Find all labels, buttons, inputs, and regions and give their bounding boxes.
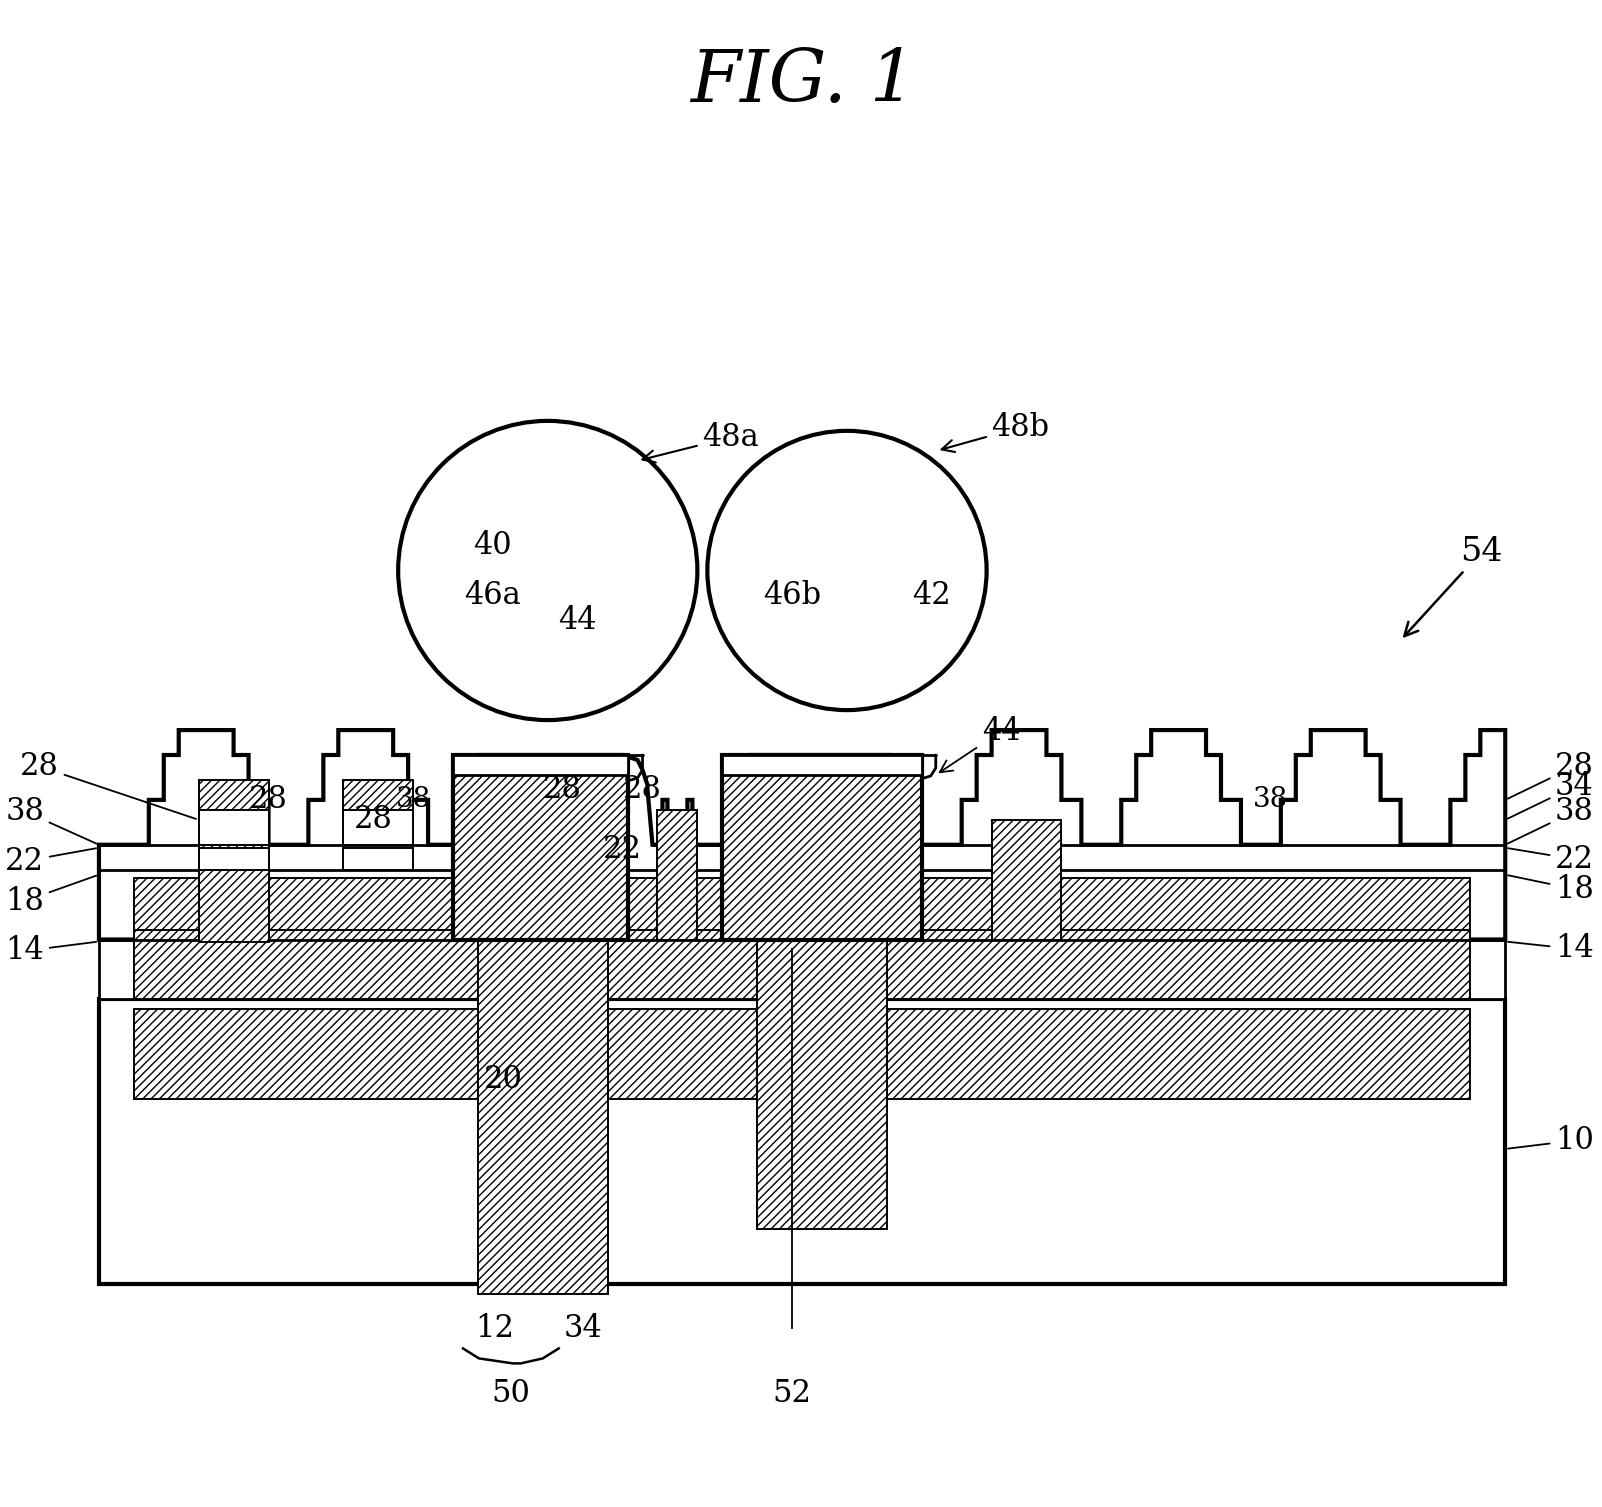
Text: 48b: 48b (942, 411, 1049, 452)
Bar (723, 755, 921, 939)
Text: 46a: 46a (465, 580, 521, 610)
Text: 42: 42 (913, 580, 952, 610)
Text: 28: 28 (543, 775, 582, 805)
Text: 18: 18 (5, 876, 96, 916)
Text: 54: 54 (1405, 535, 1503, 636)
Circle shape (708, 431, 987, 710)
Text: 14: 14 (5, 936, 96, 966)
Bar (657, 809, 697, 939)
Text: 18: 18 (1507, 874, 1594, 904)
Bar (199, 781, 269, 939)
Bar (723, 755, 921, 775)
Text: 22: 22 (1507, 844, 1594, 874)
Text: 20: 20 (484, 1064, 522, 1094)
Text: 22: 22 (602, 835, 642, 865)
Text: 38: 38 (396, 787, 431, 814)
Text: 48a: 48a (642, 422, 759, 463)
Text: 34: 34 (1507, 772, 1594, 818)
Circle shape (399, 420, 697, 720)
Text: 44: 44 (559, 604, 598, 636)
Text: 14: 14 (1507, 933, 1594, 964)
Text: 38: 38 (1507, 796, 1594, 844)
Bar (99, 401, 1506, 999)
Text: 44: 44 (940, 716, 1020, 772)
Text: 28: 28 (1507, 750, 1594, 799)
Bar (135, 1010, 1471, 1099)
Bar (135, 877, 1471, 930)
Text: 50: 50 (492, 1377, 530, 1409)
Text: 22: 22 (5, 845, 96, 877)
Bar (343, 809, 413, 845)
Text: 28: 28 (248, 784, 288, 815)
Text: 28: 28 (623, 775, 662, 805)
Text: 40: 40 (474, 530, 513, 561)
Text: 46b: 46b (763, 580, 822, 610)
Bar (343, 848, 413, 870)
Text: 52: 52 (772, 1377, 812, 1409)
Text: 28: 28 (21, 750, 195, 818)
Text: FIG. 1: FIG. 1 (690, 47, 916, 118)
Bar (477, 939, 607, 1293)
Bar (199, 848, 269, 870)
Text: 12: 12 (476, 1313, 514, 1344)
Text: 34: 34 (564, 1313, 602, 1344)
Bar (758, 939, 888, 1228)
Bar (453, 755, 628, 939)
Bar (99, 870, 1506, 939)
Bar (199, 870, 269, 942)
Bar (99, 939, 1506, 999)
Bar (99, 999, 1506, 1284)
Bar (199, 809, 269, 845)
Bar (453, 755, 628, 775)
Text: 38: 38 (5, 796, 96, 844)
Text: 28: 28 (354, 805, 392, 835)
Text: 10: 10 (1507, 1124, 1594, 1156)
Bar (992, 820, 1062, 939)
Polygon shape (99, 729, 1506, 939)
Text: 38: 38 (1253, 787, 1288, 814)
Bar (135, 930, 1471, 999)
Bar (343, 781, 413, 845)
